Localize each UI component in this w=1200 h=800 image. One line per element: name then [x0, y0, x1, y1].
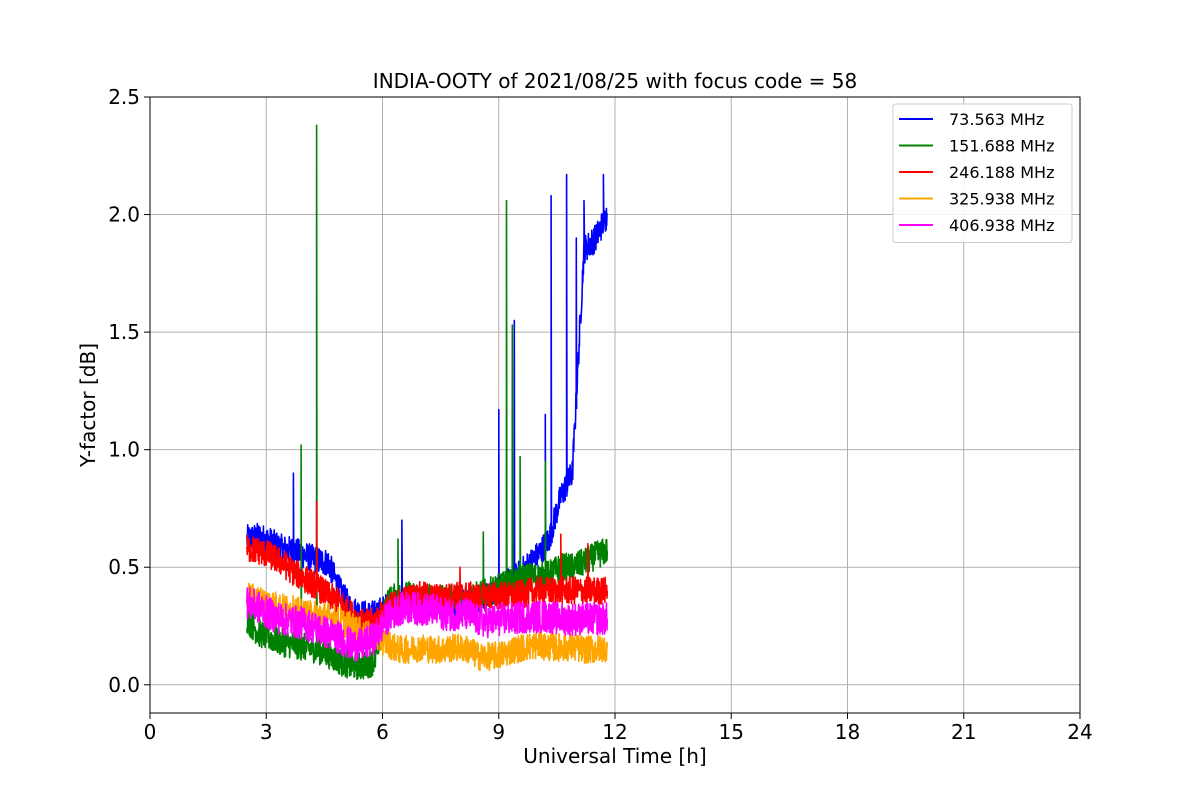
- series-line-3: [246, 582, 609, 672]
- legend-label: 151.688 MHz: [949, 137, 1054, 156]
- x-tick-label: 9: [492, 720, 505, 744]
- y-axis: 0.0 0.5 1.0 1.5 2.0 2.5: [108, 85, 150, 697]
- x-axis: 0 3 6 9 12 15 18 21 24: [144, 713, 1093, 744]
- legend: 73.563 MHz 151.688 MHz 246.188 MHz 325.938 …: [892, 103, 1073, 243]
- y-tick-label: 0.0: [108, 673, 140, 697]
- y-axis-label: Y-factor [dB]: [76, 343, 100, 468]
- legend-label: 406.938 MHz: [949, 216, 1054, 235]
- y-tick-label: 1.5: [108, 320, 140, 344]
- y-tick-label: 1.0: [108, 438, 140, 462]
- legend-label: 73.563 MHz: [949, 110, 1044, 129]
- x-tick-label: 6: [376, 720, 389, 744]
- x-tick-label: 18: [835, 720, 860, 744]
- y-tick-label: 2.0: [108, 203, 140, 227]
- series-line-2: [246, 500, 609, 636]
- series-line-4: [246, 587, 609, 662]
- x-axis-label: Universal Time [h]: [523, 744, 706, 768]
- y-tick-label: 0.5: [108, 555, 140, 579]
- x-tick-label: 0: [144, 720, 157, 744]
- y-tick-label: 2.5: [108, 85, 140, 109]
- legend-box: [892, 103, 1073, 243]
- x-tick-label: 24: [1067, 720, 1092, 744]
- series-layer: [246, 124, 609, 681]
- chart-title: INDIA-OOTY of 2021/08/25 with focus code…: [373, 69, 857, 93]
- x-tick-label: 12: [602, 720, 627, 744]
- x-tick-label: 3: [260, 720, 273, 744]
- legend-label: 246.188 MHz: [949, 163, 1054, 182]
- legend-label: 325.938 MHz: [949, 190, 1054, 209]
- plot-area: [246, 124, 609, 681]
- x-tick-label: 21: [951, 720, 976, 744]
- x-tick-label: 15: [719, 720, 744, 744]
